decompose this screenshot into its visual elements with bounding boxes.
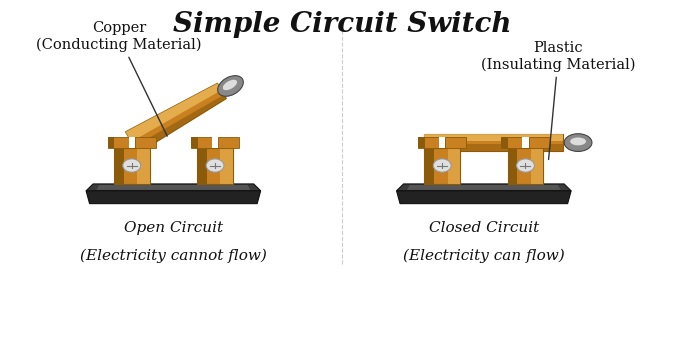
Polygon shape (508, 148, 543, 184)
Polygon shape (86, 191, 261, 204)
Ellipse shape (564, 134, 592, 152)
Polygon shape (445, 137, 466, 148)
Ellipse shape (123, 159, 141, 172)
Polygon shape (125, 83, 226, 153)
Polygon shape (529, 137, 550, 148)
Text: (Electricity cannot flow): (Electricity cannot flow) (80, 249, 267, 263)
Polygon shape (508, 148, 518, 184)
Polygon shape (114, 148, 150, 184)
Polygon shape (134, 95, 226, 153)
Polygon shape (218, 137, 239, 148)
Polygon shape (107, 137, 129, 148)
Ellipse shape (570, 138, 586, 145)
Polygon shape (523, 137, 529, 148)
Polygon shape (501, 137, 523, 148)
Text: Plastic
(Insulating Material): Plastic (Insulating Material) (481, 41, 635, 159)
Polygon shape (447, 148, 460, 184)
Polygon shape (424, 148, 434, 184)
Polygon shape (197, 148, 233, 184)
Polygon shape (439, 137, 445, 148)
Polygon shape (191, 137, 212, 148)
Ellipse shape (206, 159, 224, 172)
Polygon shape (418, 137, 425, 148)
Polygon shape (86, 184, 261, 191)
Polygon shape (407, 185, 561, 190)
Ellipse shape (516, 159, 534, 172)
Polygon shape (424, 134, 563, 141)
Polygon shape (129, 137, 135, 148)
Text: Simple Circuit Switch: Simple Circuit Switch (173, 11, 511, 38)
Polygon shape (397, 191, 571, 204)
Polygon shape (191, 137, 198, 148)
Polygon shape (418, 137, 439, 148)
Polygon shape (137, 148, 150, 184)
Text: Open Circuit: Open Circuit (124, 221, 223, 235)
Polygon shape (135, 137, 156, 148)
Polygon shape (197, 148, 207, 184)
Polygon shape (125, 83, 222, 142)
Ellipse shape (223, 80, 237, 90)
Text: Copper
(Conducting Material): Copper (Conducting Material) (36, 21, 202, 136)
Polygon shape (107, 137, 114, 148)
Polygon shape (220, 148, 233, 184)
Polygon shape (114, 148, 124, 184)
Polygon shape (531, 148, 543, 184)
Text: (Electricity can flow): (Electricity can flow) (403, 249, 565, 263)
Ellipse shape (433, 159, 451, 172)
Polygon shape (212, 137, 218, 148)
Polygon shape (424, 148, 460, 184)
Text: Closed Circuit: Closed Circuit (429, 221, 539, 235)
Polygon shape (96, 185, 250, 190)
Polygon shape (424, 144, 563, 152)
Polygon shape (424, 134, 563, 152)
Ellipse shape (218, 76, 244, 96)
Polygon shape (501, 137, 508, 148)
Polygon shape (397, 184, 571, 191)
